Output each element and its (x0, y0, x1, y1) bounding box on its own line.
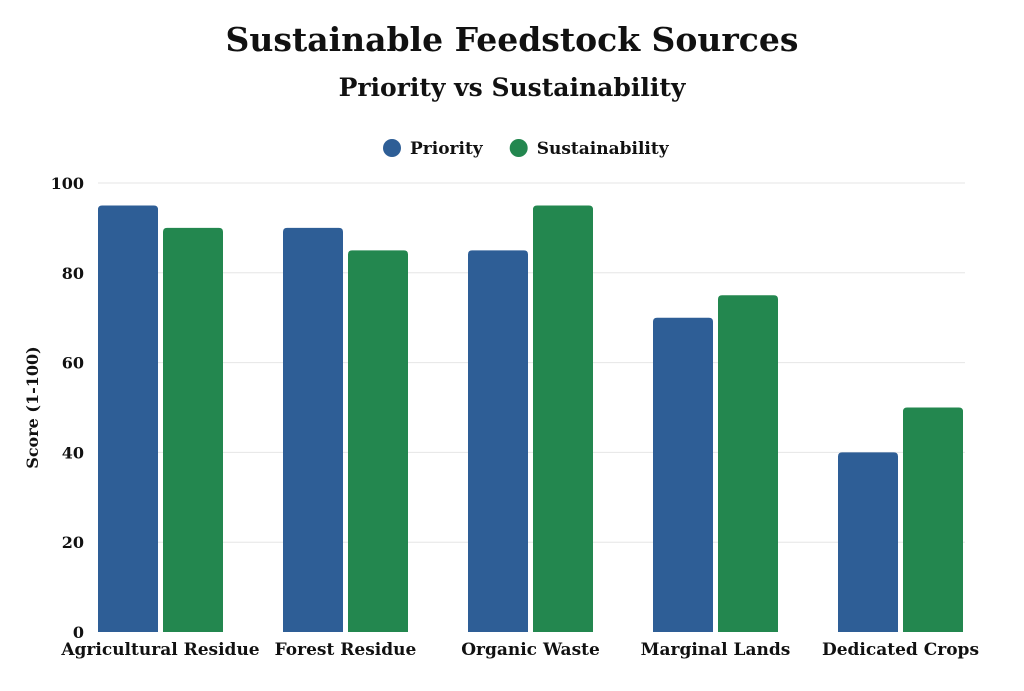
y-tick-label: 40 (62, 443, 84, 462)
x-tick-label: Forest Residue (275, 640, 417, 660)
legend-label: Priority (410, 139, 484, 159)
chart-subtitle: Priority vs Sustainability (338, 73, 686, 102)
bar-sustainability (533, 205, 593, 632)
legend-marker (383, 139, 401, 157)
y-tick-label: 80 (62, 264, 84, 283)
bar-priority (838, 452, 898, 632)
legend-label: Sustainability (537, 139, 670, 159)
bar-priority (98, 205, 158, 632)
bar-sustainability (163, 227, 223, 632)
y-tick-label: 20 (62, 533, 84, 552)
y-tick-label: 60 (62, 354, 84, 373)
y-axis-label: Score (1-100) (23, 346, 42, 468)
x-tick-label: Dedicated Crops (822, 640, 979, 660)
bar-priority (468, 250, 528, 632)
bar-sustainability (903, 407, 963, 632)
chart-title: Sustainable Feedstock Sources (225, 20, 799, 59)
x-tick-label: Organic Waste (461, 640, 600, 660)
legend-marker (509, 139, 528, 157)
y-tick-label: 100 (51, 174, 84, 193)
y-tick-label: 0 (73, 623, 84, 642)
x-tick-label: Marginal Lands (641, 640, 791, 660)
bar-priority (283, 227, 343, 632)
bar-sustainability (348, 250, 408, 632)
bar-sustainability (718, 295, 778, 632)
x-tick-label: Agricultural Residue (60, 640, 259, 660)
bar-priority (653, 317, 713, 632)
